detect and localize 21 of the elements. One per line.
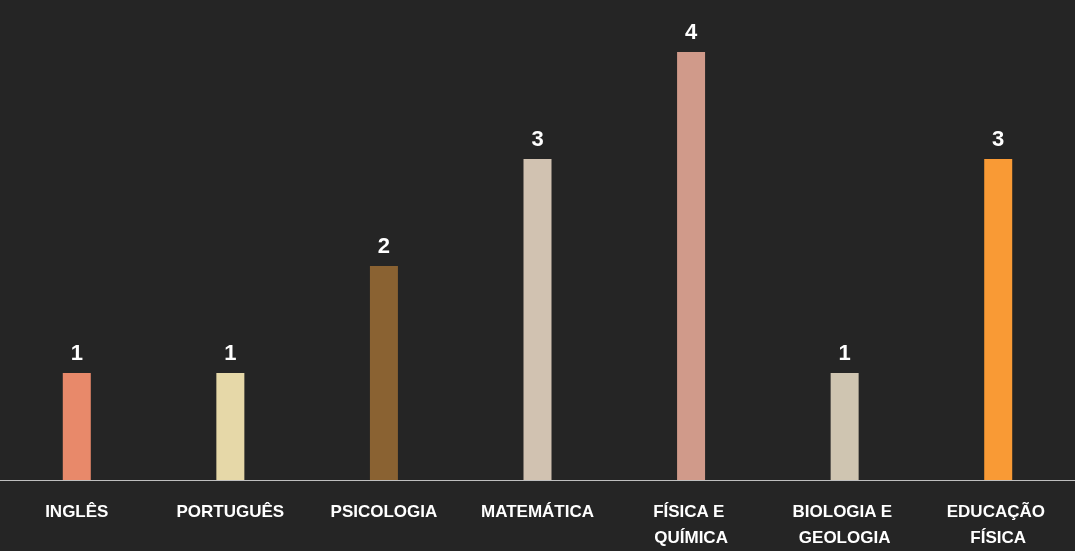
x-tick-label: MATEMÁTICA [481, 501, 594, 521]
bar [62, 373, 91, 480]
x-tick-label: PSICOLOGIA [330, 501, 438, 521]
bar [677, 52, 706, 480]
bar [830, 373, 859, 480]
bar [216, 373, 245, 480]
data-label: 1 [70, 339, 83, 365]
data-label: 4 [684, 18, 698, 44]
x-tick-label: BIOLOGIA E GEOLOGIA [792, 501, 897, 547]
x-tick-label: FÍSICA E QUÍMICA [653, 501, 730, 547]
x-tick-label: INGLÊS [45, 501, 109, 521]
x-tick-label: PORTUGUÊS [176, 501, 285, 521]
bar [984, 159, 1013, 480]
data-label: 3 [992, 125, 1005, 151]
x-tick-label: EDUCAÇÃO FÍSICA [946, 500, 1050, 547]
data-label: 1 [224, 339, 237, 365]
data-label: 3 [531, 125, 544, 151]
bar [369, 266, 398, 480]
data-label: 1 [838, 339, 851, 365]
data-label: 2 [377, 232, 391, 258]
bar [523, 159, 552, 480]
